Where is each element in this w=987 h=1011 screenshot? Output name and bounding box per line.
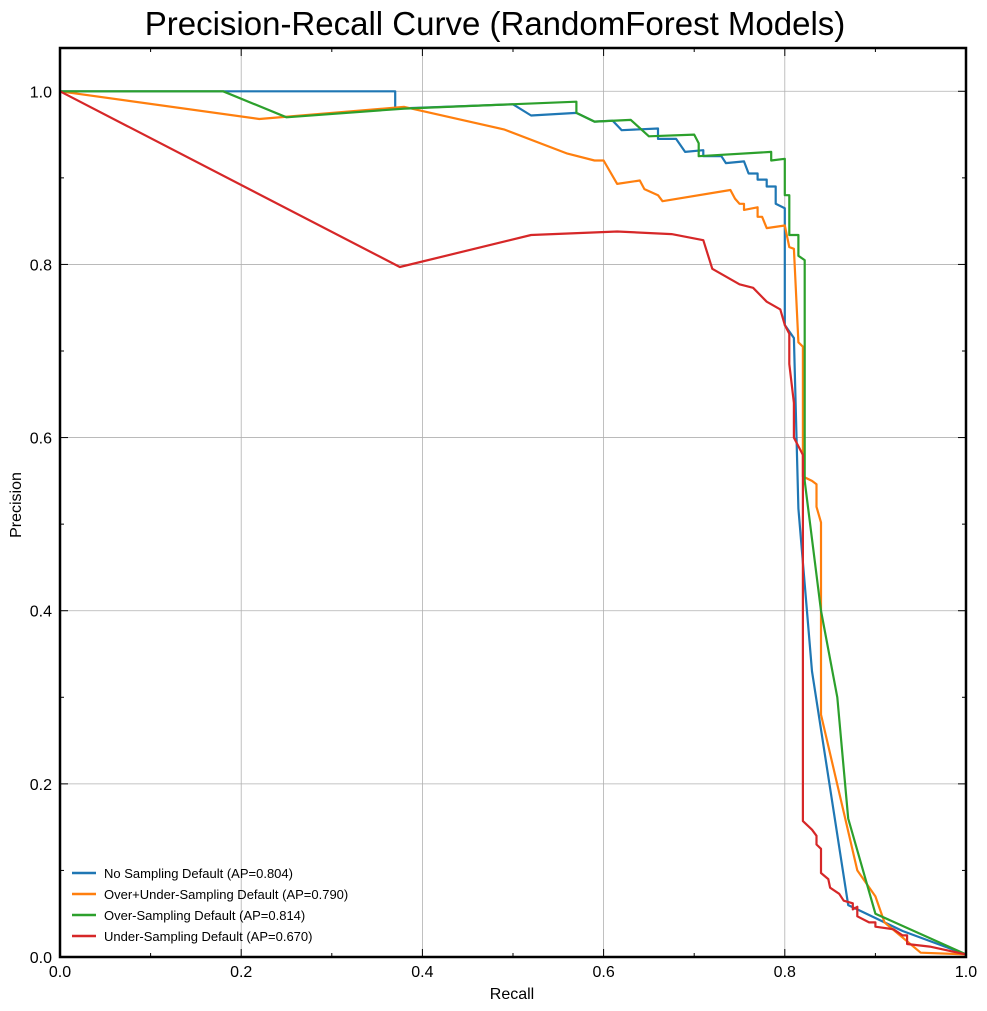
x-tick-label-2: 0.4 [411,964,433,981]
legend-label-2: Over-Sampling Default (AP=0.814) [104,908,305,923]
x-tick-label-5: 1.0 [955,964,977,981]
x-tick-label-0: 0.0 [49,964,71,981]
x-tick-label-4: 0.8 [774,964,796,981]
y-tick-label-1: 0.2 [30,777,52,794]
y-tick-label-5: 1.0 [30,84,52,101]
y-tick-label-0: 0.0 [30,950,52,967]
y-axis-label: Precision [8,472,25,538]
chart-title: Precision-Recall Curve (RandomForest Mod… [145,5,846,42]
grid [60,48,966,957]
series-line-1 [59,90,967,956]
series-lines [59,90,967,956]
x-axis-label: Recall [490,986,534,1003]
legend-label-3: Under-Sampling Default (AP=0.670) [104,929,312,944]
x-tick-label-3: 0.6 [592,964,614,981]
axis-ticks: 0.0 0.2 0.4 0.6 0.8 1.0 0.0 0.2 0.4 0.6 0.8 1.0 [30,48,977,981]
legend-label-0: No Sampling Default (AP=0.804) [104,866,293,881]
x-tick-label-1: 0.2 [230,964,252,981]
plot-frame [58,46,968,959]
y-tick-label-2: 0.4 [30,604,52,621]
y-tick-label-3: 0.6 [30,431,52,448]
series-line-0 [60,90,967,956]
y-tick-label-4: 0.8 [30,257,52,274]
legend-label-1: Over+Under-Sampling Default (AP=0.790) [104,887,348,902]
series-line-2 [60,90,967,956]
series-line-3 [59,90,967,956]
legend: No Sampling Default (AP=0.804) Over+Under… [72,866,348,944]
